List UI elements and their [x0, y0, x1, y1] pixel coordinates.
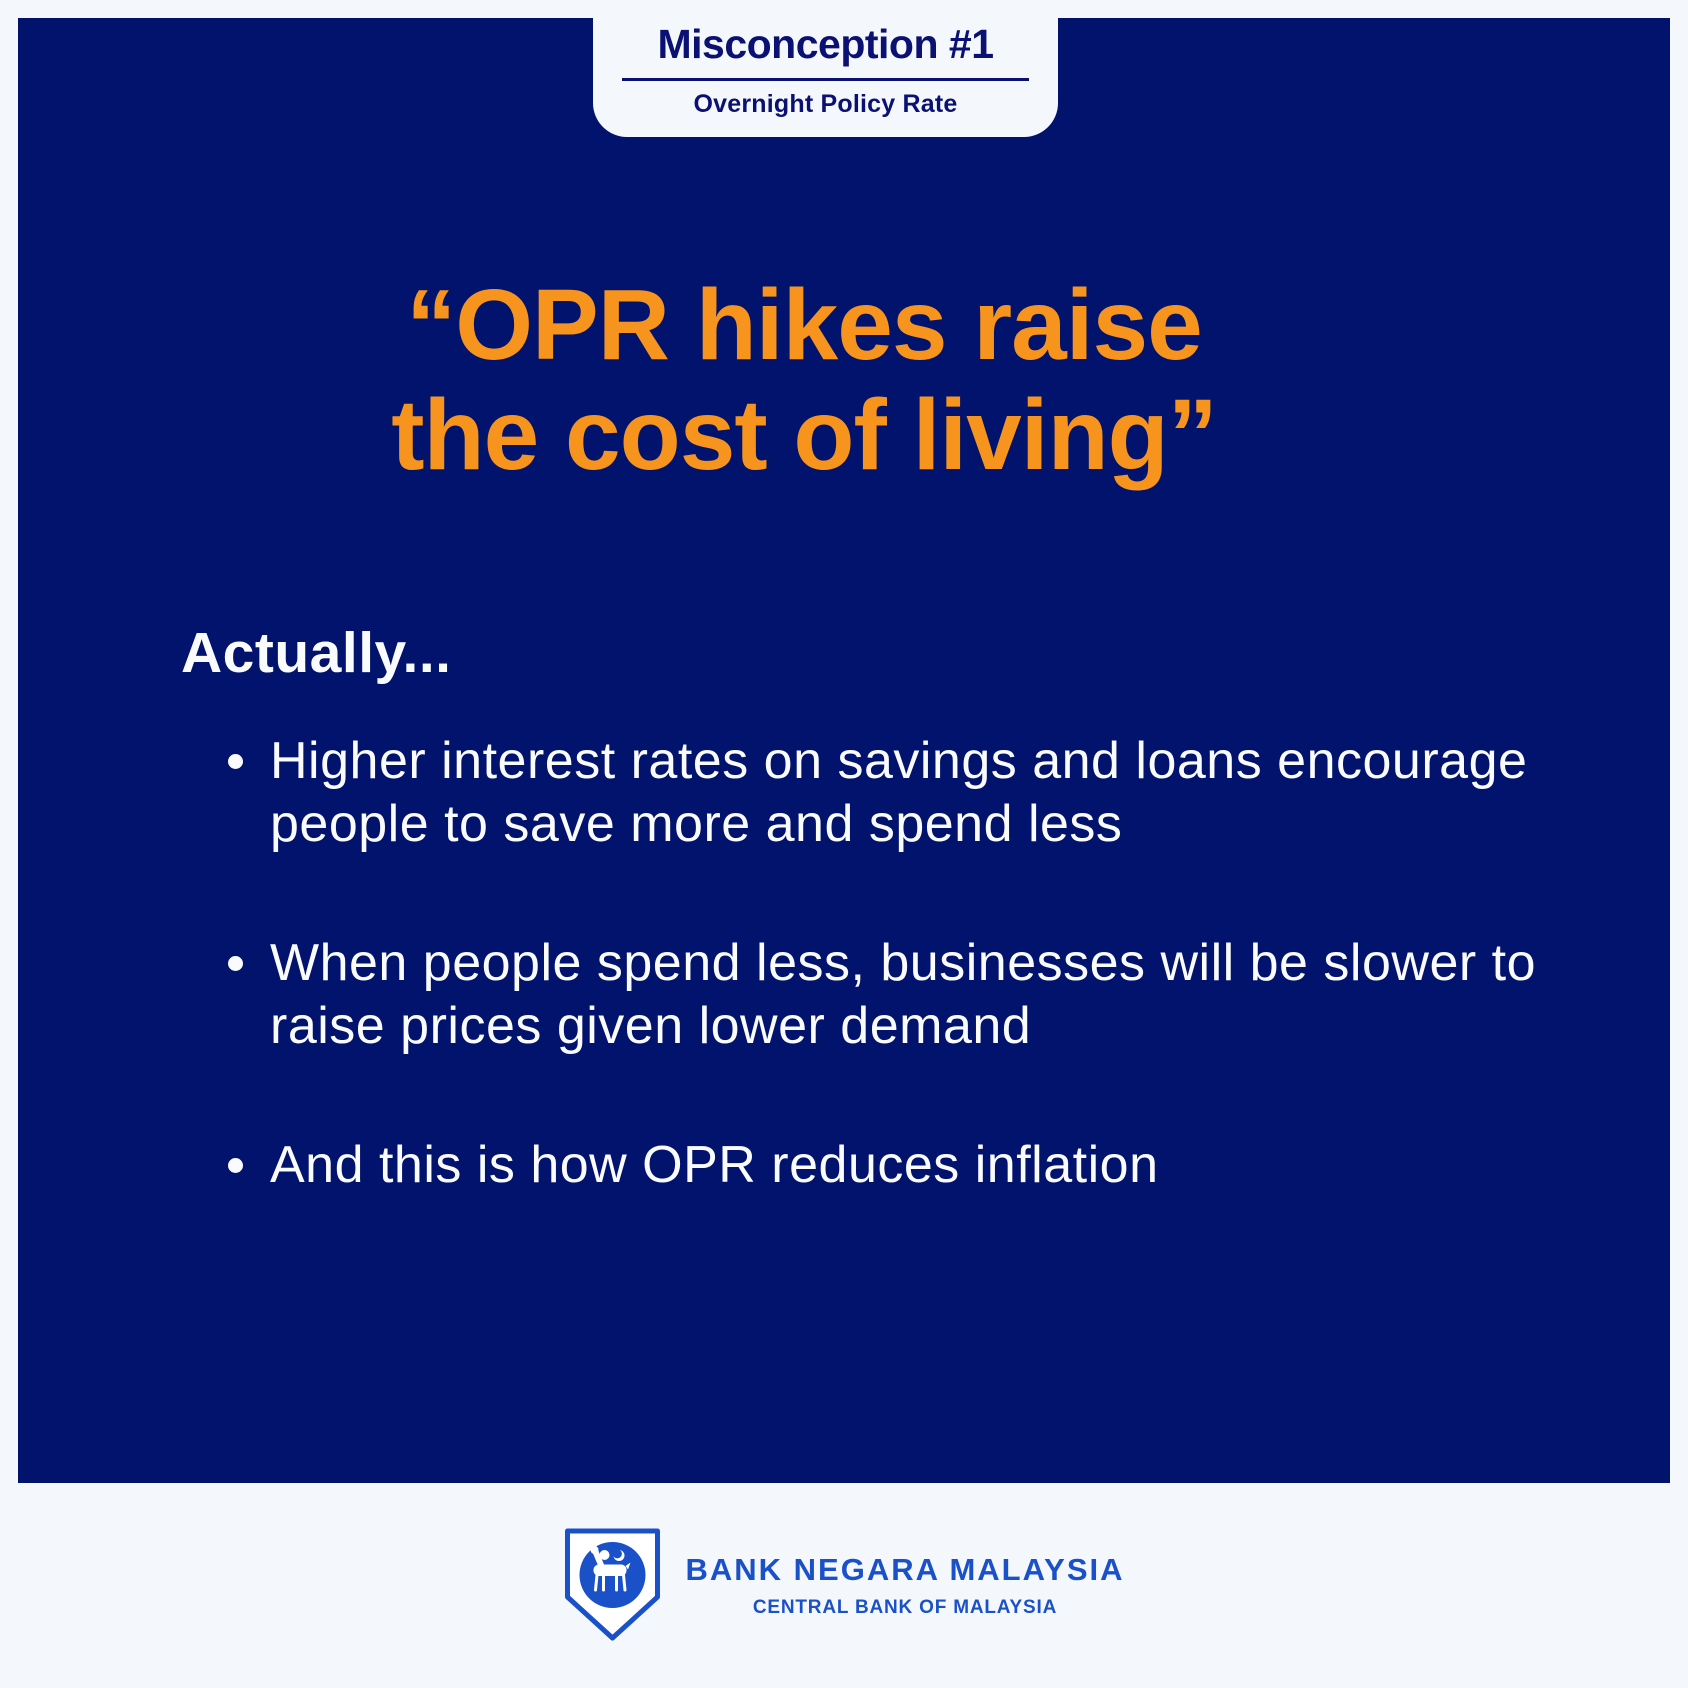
bullet-item: Higher interest rates on savings and loa… — [228, 730, 1600, 856]
intro-label: Actually... — [181, 621, 452, 685]
bnm-logo-text: BANK NEGARA MALAYSIA CENTRAL BANK OF MAL… — [685, 1552, 1124, 1619]
bnm-tagline: CENTRAL BANK OF MALAYSIA — [752, 1596, 1058, 1618]
misconception-badge: Misconception #1 Overnight Policy Rate — [593, 0, 1058, 137]
headline-line-2: the cost of living” — [391, 379, 1217, 491]
bnm-brand-name: BANK NEGARA MALAYSIA — [685, 1551, 1125, 1587]
badge-title: Misconception #1 — [657, 21, 994, 67]
footer: BANK NEGARA MALAYSIA CENTRAL BANK OF MAL… — [0, 1483, 1688, 1688]
bullet-list: Higher interest rates on savings and loa… — [228, 730, 1600, 1273]
headline: “OPR hikes raise the cost of living” — [0, 270, 1630, 490]
badge-subtitle: Overnight Policy Rate — [693, 90, 958, 118]
main-card: “OPR hikes raise the cost of living” Act… — [18, 18, 1670, 1483]
badge-divider — [622, 78, 1029, 81]
bullet-item: And this is how OPR reduces inflation — [228, 1134, 1600, 1197]
bullet-item: When people spend less, businesses will … — [228, 932, 1600, 1058]
headline-line-1: “OPR hikes raise — [406, 269, 1203, 381]
bnm-logo: BANK NEGARA MALAYSIA CENTRAL BANK OF MAL… — [563, 1527, 1124, 1643]
deer-in-shield-icon — [564, 1528, 660, 1641]
